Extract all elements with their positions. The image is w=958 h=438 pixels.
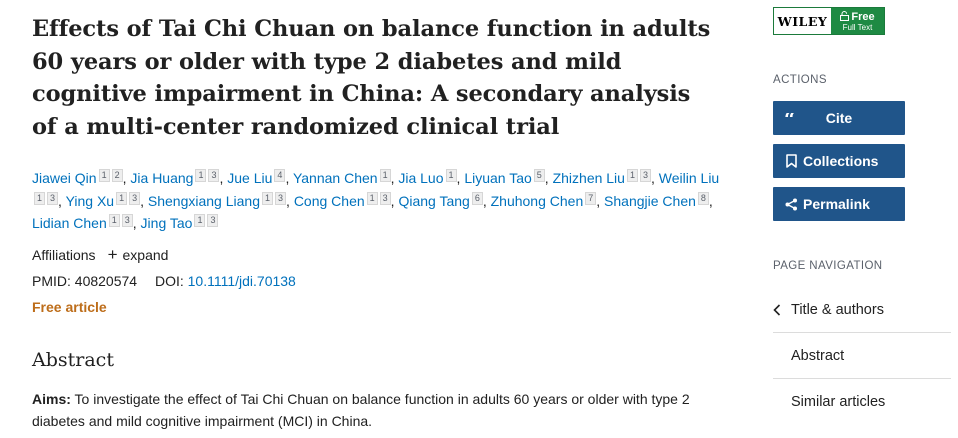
- nav-item-label: Abstract: [791, 347, 845, 364]
- author-item: Ying Xu 1 3: [65, 191, 141, 209]
- article-title: Effects of Tai Chi Chuan on balance func…: [32, 16, 711, 140]
- chevron-left-icon: [773, 303, 791, 316]
- wiley-full-text-link[interactable]: WILEY Free Full Text: [773, 7, 885, 35]
- author-item: Lidian Chen 1 3: [32, 214, 133, 231]
- affiliation-number[interactable]: 1: [626, 169, 638, 182]
- svg-text:“: “: [784, 113, 796, 124]
- cite-label: Cite: [825, 110, 853, 126]
- wiley-logo: WILEY: [774, 8, 831, 34]
- collections-label: Collections: [803, 153, 879, 169]
- cite-button[interactable]: “ Cite: [773, 101, 905, 135]
- author-name-link[interactable]: Jia Huang: [130, 170, 194, 186]
- expand-affiliations-button[interactable]: + expand: [107, 245, 169, 264]
- author-name-link[interactable]: Ying Xu: [65, 192, 115, 209]
- nav-item-label: Title & authors: [791, 301, 884, 318]
- full-text-label: Full Text: [842, 22, 873, 32]
- author-name-link[interactable]: Jing Tao: [140, 215, 193, 231]
- author-item: Yannan Chen 1: [292, 169, 391, 186]
- lock-open-icon: [840, 10, 850, 21]
- affiliation-number[interactable]: 3: [129, 191, 141, 205]
- author-item: Weilin Liu1 3: [32, 170, 719, 209]
- permalink-button[interactable]: Permalink: [773, 187, 905, 221]
- author-name-link[interactable]: Jia Luo: [398, 170, 444, 186]
- author-name-link[interactable]: Cong Chen: [293, 192, 365, 209]
- author-item: Cong Chen 1 3: [293, 191, 391, 209]
- affiliation-number[interactable]: 1: [98, 169, 110, 182]
- bookmark-icon: [773, 154, 803, 168]
- free-article-badge: Free article: [32, 299, 107, 315]
- permalink-label: Permalink: [803, 196, 870, 212]
- affiliation-number[interactable]: 1: [445, 169, 457, 182]
- author-item: Zhizhen Liu 1 3: [552, 169, 651, 186]
- share-icon: [773, 198, 803, 211]
- author-name-link[interactable]: Zhuhong Chen: [490, 192, 584, 209]
- author-item: Jia Luo 1: [398, 169, 457, 186]
- author-name-link[interactable]: Liyuan Tao: [464, 170, 532, 186]
- author-item: Qiang Tang 6: [398, 191, 483, 209]
- affiliation-number[interactable]: 3: [639, 169, 651, 182]
- affiliation-number[interactable]: 1: [195, 169, 207, 182]
- free-label: Free: [840, 10, 875, 23]
- affiliation-number[interactable]: 3: [275, 191, 287, 205]
- page-navigation-label: PAGE NAVIGATION: [773, 260, 883, 272]
- doi-label: DOI:: [154, 273, 184, 289]
- identifiers: PMID: 40820574 DOI: 10.1111/jdi.70138: [32, 273, 296, 289]
- author-name-link[interactable]: Jiawei Qin: [32, 170, 97, 186]
- author-item: Zhuhong Chen 7: [490, 191, 597, 209]
- affiliation-number[interactable]: 8: [697, 191, 709, 205]
- author-name-link[interactable]: Lidian Chen: [32, 215, 107, 231]
- collections-button[interactable]: Collections: [773, 144, 905, 178]
- affiliation-number[interactable]: 1: [108, 214, 120, 227]
- affiliation-number[interactable]: 3: [47, 191, 59, 205]
- affiliation-number[interactable]: 1: [262, 191, 274, 205]
- author-item: Jue Liu 4: [227, 169, 286, 186]
- author-item: Liyuan Tao 5: [464, 169, 545, 186]
- affiliation-number[interactable]: 3: [207, 214, 219, 227]
- affiliation-number[interactable]: 1: [366, 191, 378, 205]
- affiliation-number[interactable]: 3: [208, 169, 220, 182]
- nav-item-abstract[interactable]: Abstract: [773, 333, 951, 379]
- affiliation-number[interactable]: 2: [111, 169, 123, 182]
- author-name-link[interactable]: Shangjie Chen: [604, 192, 696, 209]
- nav-item-similar-articles[interactable]: Similar articles: [773, 379, 951, 425]
- author-name-link[interactable]: Qiang Tang: [398, 192, 470, 209]
- free-full-text-badge: Free Full Text: [831, 8, 884, 34]
- aims-label: Aims:: [32, 391, 71, 407]
- quote-icon: “: [773, 113, 803, 124]
- nav-item-label: Similar articles: [791, 394, 886, 410]
- author-name-link[interactable]: Yannan Chen: [292, 170, 378, 186]
- affiliation-number[interactable]: 3: [379, 191, 391, 205]
- affiliation-number[interactable]: 7: [585, 191, 597, 205]
- author-name-link[interactable]: Zhizhen Liu: [552, 170, 625, 186]
- affiliation-number[interactable]: 3: [121, 214, 133, 227]
- doi-link[interactable]: 10.1111/jdi.70138: [187, 273, 296, 289]
- author-item: Jia Huang 1 3: [130, 169, 220, 186]
- affiliation-number[interactable]: 4: [274, 169, 286, 182]
- author-name-link[interactable]: Jue Liu: [227, 170, 273, 186]
- author-list: Jiawei Qin 1 2, Jia Huang 1 3, Jue Liu 4, Yan…: [32, 169, 720, 231]
- expand-label: expand: [122, 247, 169, 263]
- affiliation-number[interactable]: 1: [116, 191, 128, 205]
- author-name-link[interactable]: Shengxiang Liang: [147, 192, 260, 209]
- author-item: Shangjie Chen 8: [604, 191, 709, 209]
- pmid-value: 40820574: [74, 273, 138, 289]
- affiliations-row: Affiliations + expand: [32, 245, 169, 264]
- affiliation-number[interactable]: 1: [34, 191, 46, 205]
- affiliation-number[interactable]: 1: [194, 214, 206, 227]
- affiliations-label: Affiliations: [32, 247, 96, 263]
- aims-text: To investigate the effect of Tai Chi Chu…: [32, 391, 690, 429]
- affiliation-number[interactable]: 5: [533, 169, 545, 182]
- author-name-link[interactable]: Weilin Liu: [658, 170, 720, 186]
- author-item: Shengxiang Liang 1 3: [147, 191, 287, 209]
- pmid-label: PMID:: [32, 273, 71, 289]
- author-item: Jiawei Qin 1 2: [32, 169, 123, 186]
- abstract-heading: Abstract: [32, 349, 114, 371]
- plus-icon: +: [107, 245, 118, 264]
- author-item: Jing Tao 1 3: [140, 214, 219, 231]
- affiliation-number[interactable]: 6: [471, 191, 483, 205]
- affiliation-number[interactable]: 1: [379, 169, 391, 182]
- actions-label: ACTIONS: [773, 74, 827, 86]
- nav-item-title-authors[interactable]: Title & authors: [773, 287, 951, 333]
- abstract-aims: Aims: To investigate the effect of Tai C…: [32, 388, 722, 432]
